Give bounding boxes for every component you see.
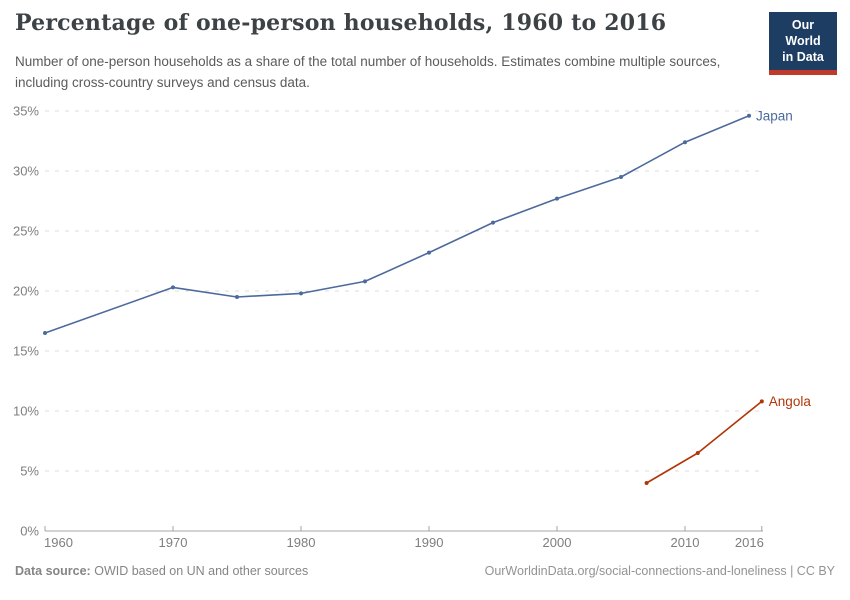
y-tick-label-0: 0% <box>20 524 39 539</box>
series-line-japan <box>44 114 750 334</box>
series-label-japan: Japan <box>756 108 793 123</box>
x-tick-label-1980: 1980 <box>287 535 316 550</box>
series-point-japan-2015 <box>747 113 751 118</box>
data-source-value: OWID based on UN and other sources <box>94 564 309 578</box>
series-point-japan-1980 <box>299 291 303 296</box>
owid-logo-line1: Our World <box>785 18 821 48</box>
series-point-angola-2007 <box>644 481 649 485</box>
credit-link[interactable]: OurWorldinData.org/social-connections-an… <box>484 564 835 578</box>
series-point-japan-1995 <box>491 220 495 225</box>
series-point-japan-2005 <box>619 175 623 179</box>
y-tick-label-35: 35% <box>13 104 39 119</box>
y-tick-label-30: 30% <box>13 164 39 179</box>
data-source-label: Data source: <box>15 564 91 578</box>
y-tick-label-10: 10% <box>13 404 39 419</box>
x-tick-label-1970: 1970 <box>159 535 188 550</box>
series-point-angola-2016 <box>759 399 764 404</box>
series-point-japan-2000 <box>555 196 559 201</box>
line-chart: 0% 5% 10% 15% 20% 25% 30% 35% 1960 1970 1980 1990 20… <box>13 104 812 551</box>
x-tick-label-1990: 1990 <box>415 535 444 550</box>
series-point-japan-1960 <box>43 331 47 335</box>
y-tick-label-20: 20% <box>13 284 39 299</box>
data-source: Data source: OWID based on UN and other … <box>15 564 308 578</box>
x-tick-label-1960: 1960 <box>44 535 73 550</box>
series-point-angola-2011 <box>695 451 700 455</box>
series-label-angola: Angola <box>769 394 812 409</box>
footer: Data source: OWID based on UN and other … <box>15 564 835 578</box>
series-point-japan-2010 <box>683 140 687 145</box>
series-point-japan-1985 <box>363 279 367 284</box>
y-tick-label-5: 5% <box>20 464 39 479</box>
chart-subtitle: Number of one-person households as a sha… <box>15 54 721 90</box>
owid-logo-line2: in Data <box>782 50 824 64</box>
y-tick-label-25: 25% <box>13 224 39 239</box>
series-point-japan-1975 <box>235 295 239 299</box>
series-line-angola <box>645 400 763 484</box>
series-point-japan-1990 <box>427 250 431 255</box>
page-title: Percentage of one-person households, 196… <box>15 10 667 36</box>
x-tick-label-2000: 2000 <box>543 535 572 550</box>
series-point-japan-1970 <box>171 285 175 290</box>
y-tick-label-15: 15% <box>13 344 39 359</box>
x-tick-label-2010: 2010 <box>671 535 700 550</box>
owid-logo[interactable]: Our World in Data <box>769 12 837 75</box>
x-tick-label-2016: 2016 <box>735 535 764 550</box>
